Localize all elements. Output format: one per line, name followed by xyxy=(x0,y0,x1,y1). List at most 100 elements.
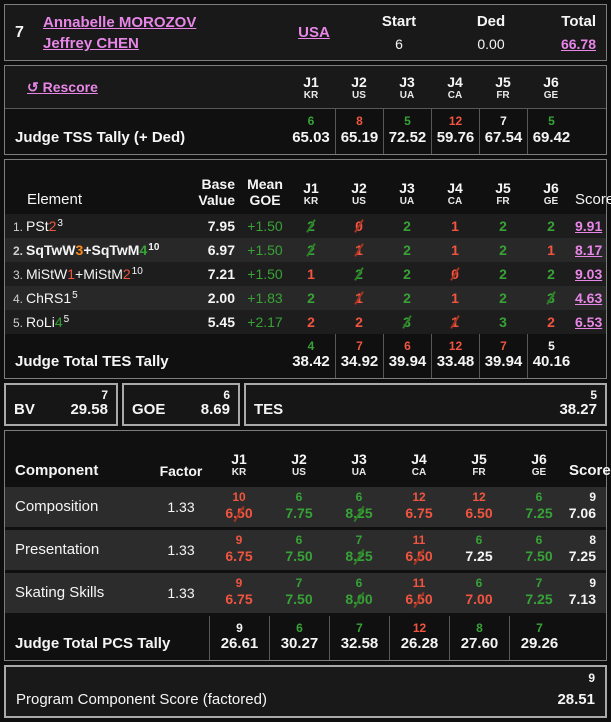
element-row: 5. RoLi45 5.45 +2.17 2 2 3 1 3 2 6.53 xyxy=(5,309,606,334)
goe-cell: 1 xyxy=(431,242,479,258)
goe-value: 3 xyxy=(403,313,411,330)
tes-judge-cell: 4 38.42 xyxy=(287,334,335,378)
tss-judge-value: 65.19 xyxy=(340,128,379,146)
skater-names: Annabelle MOROZOV Jeffrey CHEN xyxy=(43,14,275,52)
mean-goe: +1.50 xyxy=(247,265,283,282)
tss-judge-value: 65.03 xyxy=(292,128,330,146)
element-score-cell: 4.63 xyxy=(575,290,606,306)
bv-box: 7 BV 29.58 xyxy=(4,383,118,426)
tes-judge-value: 40.16 xyxy=(532,353,571,371)
judge-column-header: J1 KR xyxy=(287,74,335,102)
skater-name-link-2[interactable]: Jeffrey CHEN xyxy=(43,34,139,52)
judge-nation: GE xyxy=(531,467,547,479)
component-judge-cell: 6 8.25 xyxy=(329,490,389,523)
component-judge-score: 6.75 xyxy=(405,505,433,522)
judge-nation: UA xyxy=(399,89,415,101)
component-factor: 1.33 xyxy=(167,584,195,601)
component-score-rank: 8 xyxy=(589,533,596,548)
element-score-link[interactable]: 9.03 xyxy=(575,265,603,282)
component-score-cell: 9 7.13 xyxy=(569,576,606,609)
judge-id: J2 xyxy=(291,451,307,468)
element-score-link[interactable]: 6.53 xyxy=(575,313,603,330)
goe-value: 3 xyxy=(547,289,555,306)
component-judge-rank: 7 xyxy=(295,576,303,591)
goe-value: 1 xyxy=(307,265,315,282)
component-factor: 1.33 xyxy=(167,498,195,515)
element-row: 2. SqTwW3+SqTwM410 6.97 +1.50 2 1 2 1 2 1 8.17 xyxy=(5,237,606,262)
total-score-link[interactable]: 66.78 xyxy=(560,36,596,53)
goe-value: 0 xyxy=(451,265,459,282)
tes-judge-value: 39.94 xyxy=(388,353,427,371)
goe-cell: 2 xyxy=(383,266,431,282)
judge-id: J1 xyxy=(231,451,247,468)
component-judge-rank: 9 xyxy=(235,576,243,591)
goe-value: 2 xyxy=(499,241,507,258)
pcs-judge-rank: 12 xyxy=(412,620,427,635)
judge-id: J1 xyxy=(303,73,319,90)
judge-id: J4 xyxy=(447,180,463,197)
summary-row: 7 BV 29.58 6 GOE 8.69 5 TES 38.27 xyxy=(4,383,607,426)
element-superscript: 5 xyxy=(63,313,70,325)
element-score-link[interactable]: 4.63 xyxy=(575,289,603,306)
nation-cell: USA xyxy=(275,24,353,41)
element-name-part: 4 xyxy=(139,241,148,258)
goe-value: 1 xyxy=(451,217,459,234)
goe-cell: 2 xyxy=(335,314,383,330)
component-factor: 1.33 xyxy=(167,541,195,558)
goe-cell: 2 xyxy=(479,242,527,258)
component-score-value: 7.13 xyxy=(568,591,596,608)
goe-cell: 2 xyxy=(287,290,335,306)
judge-column-header: J4 CA xyxy=(431,74,479,102)
element-score-cell: 9.91 xyxy=(575,218,606,234)
goe-value: 2 xyxy=(307,289,315,306)
component-judge-cell: 11 6.50 xyxy=(389,533,449,566)
nation-link[interactable]: USA xyxy=(298,24,330,42)
tes-judge-value: 33.48 xyxy=(436,353,475,371)
goe-cell: 2 xyxy=(479,218,527,234)
skater-name-link-1[interactable]: Annabelle MOROZOV xyxy=(43,13,197,31)
goe-value: 2 xyxy=(547,265,555,282)
goe-cell: 2 xyxy=(383,242,431,258)
goe-value: 2 xyxy=(547,217,555,234)
component-score-cell: 9 7.06 xyxy=(569,490,606,523)
judge-id: J3 xyxy=(399,180,415,197)
component-judge-rank: 12 xyxy=(472,490,486,505)
element-row: 4. ChRS15 2.00 +1.83 2 1 2 1 2 3 4.63 xyxy=(5,285,606,310)
goe-value: 1 xyxy=(451,289,459,306)
judge-nation: UA xyxy=(351,467,367,479)
tes-judge-cell: 7 34.92 xyxy=(335,333,383,379)
element-name-part: 1 xyxy=(67,265,76,282)
score-column-header: Score xyxy=(569,461,611,479)
pcs-judge-value: 26.28 xyxy=(400,635,439,653)
element-table: Element Base Value Mean GOE J1 KR J2 US J3 UA… xyxy=(4,158,611,380)
component-judge-score: 7.50 xyxy=(285,548,313,565)
component-score-value: 7.06 xyxy=(568,505,596,522)
component-judge-rank: 6 xyxy=(475,533,483,548)
goe-value: 2 xyxy=(403,289,411,306)
component-judge-rank: 6 xyxy=(355,576,363,591)
goe-value: 8.69 xyxy=(200,400,230,418)
goe-cell: 1 xyxy=(335,290,383,306)
component-judge-cell: 10 6.50 xyxy=(209,490,269,523)
goe-value: 2 xyxy=(307,241,315,258)
element-score-link[interactable]: 9.91 xyxy=(575,217,603,234)
element-name: 1. PSt23 xyxy=(5,218,193,234)
component-judge-rank: 6 xyxy=(295,533,303,548)
component-judge-cell: 7 7.50 xyxy=(269,576,329,609)
element-score-link[interactable]: 8.17 xyxy=(575,241,603,258)
judge-column-header: J3 UA xyxy=(383,180,431,208)
component-judge-score: 7.00 xyxy=(465,591,493,608)
goe-value: 2 xyxy=(355,265,363,282)
mean-goe: +2.17 xyxy=(247,313,283,330)
goe-cell: 3 xyxy=(383,314,431,330)
goe-value: 0 xyxy=(355,217,363,234)
judge-id: J5 xyxy=(495,73,511,90)
component-judge-score: 8.25 xyxy=(345,505,373,522)
base-value: 7.95 xyxy=(207,217,235,234)
rescore-link[interactable]: ↺ Rescore xyxy=(27,79,98,95)
pcs-tally-label: Judge Total PCS Tally xyxy=(15,635,171,653)
judge-nation: KR xyxy=(303,196,319,208)
judge-id: J2 xyxy=(351,180,367,197)
goe-cell: 2 xyxy=(527,266,575,282)
pcs-judge-rank: 7 xyxy=(356,620,363,635)
